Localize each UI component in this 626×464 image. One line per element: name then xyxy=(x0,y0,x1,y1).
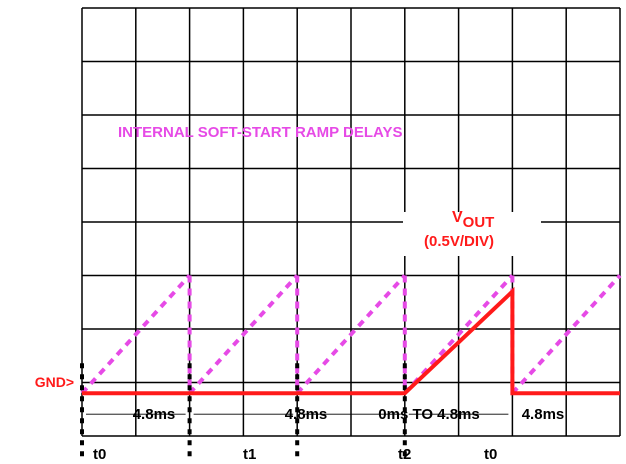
vout-label-background xyxy=(403,212,541,256)
marker-label-t0-first: t0 xyxy=(93,446,106,463)
vout-line xyxy=(82,286,620,396)
vout-label: VOUT xyxy=(452,209,494,231)
marker-label-t0-second: t0 xyxy=(484,446,497,463)
vout-trace xyxy=(82,286,620,396)
interval-label-3: 0ms TO 4.8ms xyxy=(378,406,479,423)
time-markers xyxy=(80,363,509,462)
ramp-rise-1 xyxy=(80,274,192,395)
grid xyxy=(81,7,621,437)
interval-label-1: 4.8ms xyxy=(133,406,176,423)
ramp-rise-2 xyxy=(188,274,299,395)
ramp-title: INTERNAL SOFT-START RAMP DELAYS xyxy=(118,124,402,141)
time-marker-labels: t0 t1 t2 t0 xyxy=(93,446,497,463)
ramp-rise-3 xyxy=(295,274,407,395)
vout-scale-label: (0.5V/DIV) xyxy=(424,233,494,250)
interval-label-2: 4.8ms xyxy=(285,406,328,423)
interval-label-4: 4.8ms xyxy=(522,406,565,423)
interval-labels: 4.8ms 4.8ms 0ms TO 4.8ms 4.8ms xyxy=(133,406,565,423)
ramp-rise-5 xyxy=(510,274,622,395)
gnd-label: GND> xyxy=(35,374,74,390)
marker-label-t2: t2 xyxy=(398,446,411,463)
marker-label-t1: t1 xyxy=(243,446,256,463)
